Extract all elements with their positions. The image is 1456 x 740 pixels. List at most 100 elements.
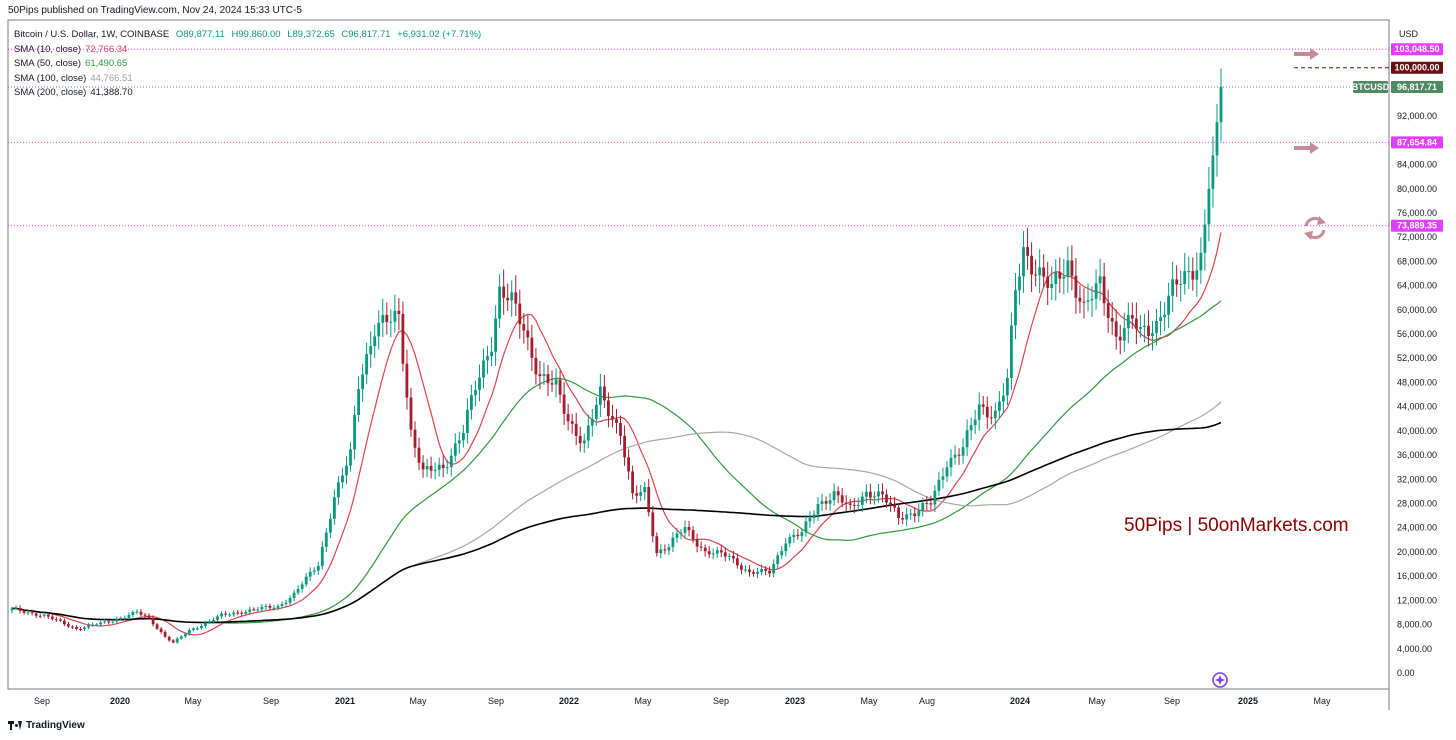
candle-body [87, 625, 90, 628]
candle [397, 298, 401, 331]
refresh-cycle-icon[interactable] [1304, 216, 1326, 240]
candle-body [816, 504, 820, 515]
candle-body [1203, 224, 1207, 253]
candle [816, 497, 820, 521]
sma100-label: SMA (100, close) [14, 72, 87, 84]
candle [187, 628, 191, 636]
candle [312, 567, 316, 575]
candle-body [1135, 318, 1138, 329]
level-price-label: 73,889.35 [1391, 219, 1443, 232]
candle [639, 484, 643, 502]
candle [957, 448, 961, 465]
candle [901, 511, 904, 525]
candle-body [252, 609, 256, 611]
sma100-legend[interactable]: SMA (100, close) 44,766.51 [14, 72, 485, 87]
y-tick-label: 0.00 [1397, 668, 1415, 678]
candle [852, 498, 856, 514]
arrow-right-icon[interactable] [1294, 142, 1319, 154]
candle [486, 345, 489, 374]
candle-body [1078, 297, 1082, 302]
candle [1199, 237, 1203, 284]
add-indicator-icon[interactable] [1212, 672, 1228, 688]
candle [1038, 249, 1042, 294]
level-price-label-bg [1391, 219, 1443, 232]
candle [1195, 252, 1199, 297]
candle [79, 627, 82, 632]
candle-body [828, 500, 832, 504]
candle-body [776, 555, 780, 564]
candle [808, 511, 812, 528]
y-tick-label: 44,000.00 [1397, 402, 1437, 412]
candle-body [212, 620, 215, 622]
candle-body [748, 569, 751, 573]
candle-body [1195, 270, 1199, 280]
candle [732, 550, 735, 564]
candle [574, 412, 578, 446]
candle [824, 496, 828, 510]
candle [1211, 136, 1215, 208]
candle-body [736, 558, 739, 566]
candle-body [139, 611, 143, 615]
sma50-legend[interactable]: SMA (50, close) 61,490.65 [14, 57, 485, 72]
candle-body [1215, 122, 1219, 156]
change-value: +6,931.02 (+7.71%) [397, 29, 482, 40]
candle-body [345, 465, 348, 476]
candle-body [1114, 321, 1118, 337]
symbol-label[interactable]: Bitcoin / U.S. Dollar, 1W, COINBASE [14, 29, 170, 40]
candle-body [264, 606, 268, 607]
candle [595, 397, 598, 426]
candle-body [337, 482, 340, 498]
candle [1002, 383, 1005, 414]
candle [1187, 256, 1191, 290]
candle [409, 387, 413, 437]
candle-body [1167, 295, 1170, 315]
candle-body [236, 612, 240, 614]
drawing-marks[interactable] [1294, 48, 1326, 240]
candle [437, 457, 441, 477]
candle-body [474, 390, 477, 396]
sma200-legend[interactable]: SMA (200, close) 41,388.70 [14, 86, 485, 101]
candle [675, 527, 679, 543]
candle-body [1054, 272, 1058, 284]
candle-body [478, 377, 481, 390]
candle [909, 508, 913, 520]
currency-label[interactable]: USD [1399, 29, 1419, 39]
candle [244, 609, 248, 616]
candle [470, 384, 473, 420]
candle-body [377, 322, 381, 337]
candle [518, 289, 522, 339]
candle [933, 485, 937, 512]
candle [252, 607, 256, 612]
candle-body [542, 374, 546, 377]
candle-body [889, 502, 892, 505]
candle [224, 610, 227, 617]
candle [494, 305, 497, 366]
candle-body [159, 628, 163, 632]
candle-body [659, 549, 663, 554]
candle-body [111, 621, 115, 623]
candle-body [200, 626, 203, 629]
candle [558, 370, 562, 404]
candle [1098, 258, 1102, 301]
level-price-label: 87,654.84 [1391, 136, 1443, 149]
candle [977, 392, 981, 431]
candle-body [171, 640, 175, 643]
candle [981, 396, 985, 415]
candle [744, 565, 747, 573]
candle [159, 627, 163, 634]
candle [1086, 283, 1090, 312]
candle-body [941, 476, 945, 480]
candle-body [796, 534, 800, 537]
candle-body [1187, 271, 1191, 273]
candle-body [933, 490, 937, 505]
candle-body [490, 351, 493, 357]
candle [998, 391, 1001, 419]
candle [449, 448, 453, 477]
arrow-right-icon[interactable] [1294, 48, 1319, 60]
candle [38, 613, 42, 619]
tradingview-footer[interactable]: TradingView [8, 720, 85, 731]
candle-body [764, 568, 767, 571]
candle [985, 396, 989, 429]
candle [357, 376, 360, 422]
